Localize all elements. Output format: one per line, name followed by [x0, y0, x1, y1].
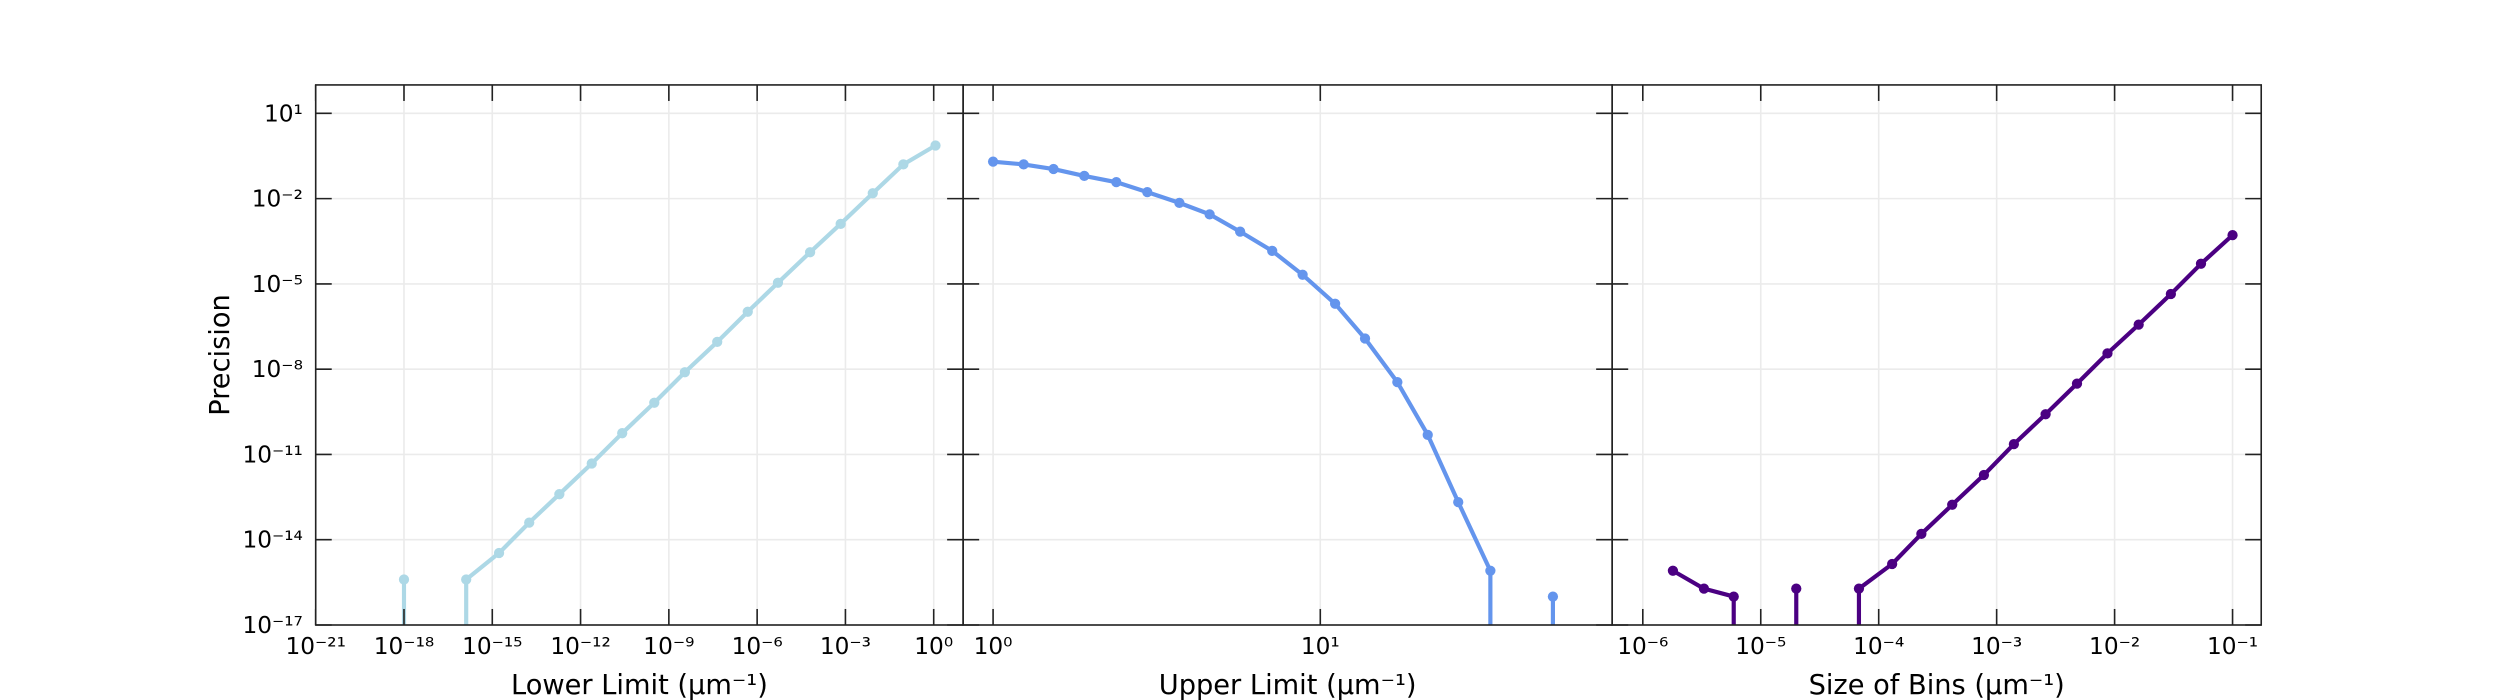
- marker: [1018, 159, 1029, 170]
- y-axis-label: Precision: [205, 294, 236, 416]
- marker: [1329, 298, 1341, 309]
- marker: [2133, 319, 2144, 330]
- marker: [1174, 197, 1185, 208]
- marker: [586, 458, 597, 469]
- x-axis-label: Size of Bins (μm⁻¹): [1809, 670, 2065, 700]
- x-axis-label: Upper Limit (μm⁻¹): [1159, 670, 1417, 700]
- marker: [1111, 177, 1122, 188]
- marker: [1485, 565, 1496, 576]
- marker: [554, 489, 565, 500]
- marker: [1359, 333, 1371, 344]
- marker: [1728, 591, 1739, 602]
- y-tick-label: 10⁻²: [252, 186, 303, 213]
- marker: [2165, 288, 2177, 300]
- line: [401, 143, 937, 626]
- marker: [1453, 497, 1464, 508]
- marker: [649, 397, 660, 408]
- marker: [1392, 377, 1403, 388]
- marker: [1267, 245, 1278, 257]
- marker: [2195, 258, 2207, 269]
- x-tick-label: 10⁻⁴: [1853, 633, 1904, 660]
- marker: [987, 156, 999, 167]
- marker: [1667, 565, 1679, 576]
- panel: 10⁰ 10¹ Upper Limit (μm⁻¹): [962, 84, 1613, 700]
- marker: [1235, 226, 1246, 237]
- x-tick-label: 10⁻¹⁸: [374, 633, 434, 660]
- x-tick-label: 10⁰: [914, 633, 953, 660]
- marker: [493, 547, 505, 559]
- x-tick-label: 10⁻¹⁵: [462, 633, 522, 660]
- x-tick-label: 10⁻²: [2089, 633, 2140, 660]
- marker: [1142, 186, 1153, 198]
- marker: [679, 367, 690, 378]
- marker: [742, 306, 753, 317]
- x-tick-label: 10⁻⁹: [643, 633, 694, 660]
- series: [398, 140, 941, 626]
- marker: [804, 247, 816, 258]
- marker: [617, 428, 628, 439]
- marker: [1547, 591, 1559, 602]
- x-tick-label: 10⁻⁶: [732, 633, 783, 660]
- panel: 10⁻¹⁷ 10⁻¹⁴ 10⁻¹¹ 10⁻⁸ 10⁻⁵ 10⁻² 10¹ 10⁻²¹ 10⁻¹⁸…: [205, 84, 964, 700]
- marker: [2227, 230, 2238, 241]
- y-tick-label: 10⁻¹⁴: [242, 527, 302, 554]
- x-tick-label: 10⁻⁶: [1617, 633, 1668, 660]
- line: [992, 159, 1555, 626]
- marker: [1916, 528, 1927, 540]
- x-tick-label: 10⁻²¹: [285, 633, 345, 660]
- line: [1671, 233, 2234, 626]
- marker: [2071, 378, 2083, 389]
- x-tick-label: 10⁻⁵: [1735, 633, 1786, 660]
- marker: [1297, 269, 1308, 280]
- marker: [2040, 409, 2051, 420]
- marker: [1791, 583, 1802, 594]
- marker: [461, 574, 472, 585]
- axes-frame: [1611, 84, 2263, 626]
- marker: [712, 336, 723, 348]
- panel: 10⁻⁶ 10⁻⁵ 10⁻⁴ 10⁻³ 10⁻² 10⁻¹ Size of Bins (μm…: [1611, 84, 2263, 700]
- y-tick-label: 10⁻⁵: [252, 271, 303, 298]
- marker: [524, 517, 535, 528]
- marker: [1887, 558, 1898, 570]
- y-tick-label: 10⁻¹⁷: [242, 612, 302, 639]
- marker: [772, 277, 784, 288]
- marker: [1698, 583, 1710, 594]
- marker: [1947, 499, 1958, 510]
- marker: [1422, 429, 1433, 440]
- x-tick-label: 10⁻¹²: [550, 633, 610, 660]
- marker: [398, 574, 410, 585]
- marker: [2008, 439, 2020, 450]
- marker: [1978, 469, 1990, 481]
- x-tick-label: 10⁰: [974, 633, 1013, 660]
- axes-frame: [962, 84, 1613, 626]
- marker: [835, 218, 846, 229]
- x-axis-label: Lower Limit (μm⁻¹): [511, 670, 768, 700]
- marker: [867, 188, 878, 199]
- x-tick-label: 10⁻¹: [2207, 633, 2258, 660]
- x-tick-label: 10⁻³: [820, 633, 871, 660]
- axes-frame: [314, 84, 964, 626]
- x-tick-label: 10⁻³: [1971, 633, 2022, 660]
- marker: [1048, 163, 1059, 175]
- marker: [930, 140, 941, 151]
- marker: [1079, 170, 1090, 182]
- series: [987, 156, 1559, 626]
- marker: [2102, 348, 2113, 359]
- marker: [1204, 209, 1215, 220]
- marker: [1853, 583, 1865, 594]
- marker: [898, 159, 909, 170]
- y-tick-label: 10¹: [264, 100, 303, 127]
- series: [1667, 230, 2238, 626]
- x-tick-label: 10¹: [1301, 633, 1340, 660]
- y-tick-label: 10⁻⁸: [252, 356, 303, 383]
- y-tick-label: 10⁻¹¹: [242, 441, 302, 468]
